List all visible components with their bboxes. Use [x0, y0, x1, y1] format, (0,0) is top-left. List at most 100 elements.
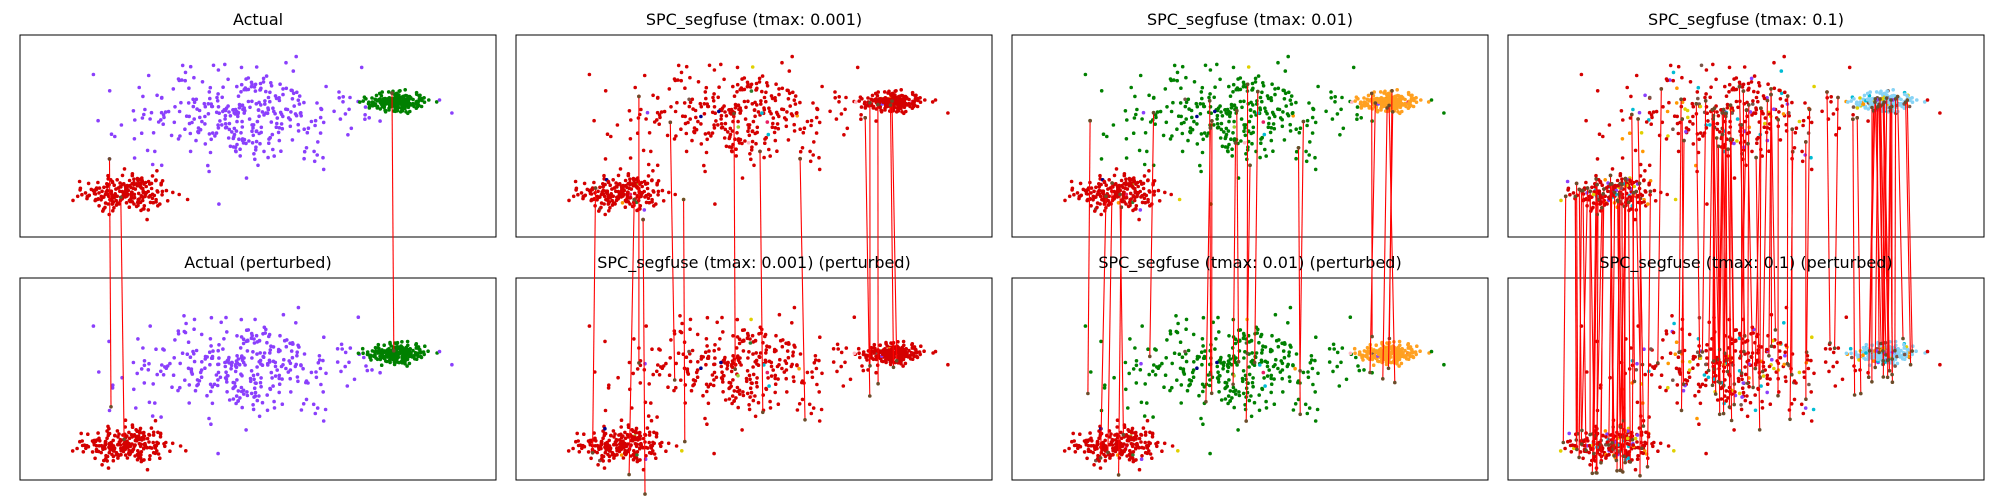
data-point — [627, 360, 632, 365]
data-point — [718, 337, 722, 341]
data-point — [776, 126, 781, 131]
data-point — [1241, 336, 1246, 341]
data-point — [1181, 368, 1186, 373]
data-point — [895, 106, 900, 111]
data-point — [1228, 399, 1232, 403]
data-point — [726, 130, 730, 134]
data-point — [1067, 446, 1071, 451]
data-point — [401, 347, 406, 352]
data-point — [236, 114, 240, 119]
data-point — [831, 360, 836, 364]
data-point — [1105, 134, 1109, 139]
data-point — [189, 368, 194, 373]
data-point — [188, 149, 193, 154]
data-point — [100, 195, 104, 200]
data-point — [680, 449, 684, 453]
data-point — [159, 369, 163, 374]
data-point — [1282, 97, 1287, 101]
data-point — [1137, 436, 1142, 441]
data-point — [1081, 187, 1086, 192]
data-point — [1603, 178, 1607, 182]
data-point — [1314, 335, 1318, 340]
data-point — [667, 373, 672, 378]
data-point — [190, 372, 195, 376]
data-point — [792, 305, 797, 310]
data-point — [740, 176, 745, 180]
data-point — [347, 107, 351, 112]
data-point — [203, 114, 207, 119]
data-point — [1134, 359, 1139, 363]
data-point — [141, 94, 145, 99]
data-point — [1327, 360, 1332, 364]
data-point — [146, 368, 151, 372]
data-point — [150, 174, 155, 178]
data-point — [148, 200, 153, 205]
data-point — [1337, 384, 1342, 388]
data-point — [668, 356, 672, 360]
data-point — [1161, 133, 1166, 138]
data-point — [370, 96, 374, 100]
data-point — [145, 217, 149, 222]
data-point — [1230, 396, 1234, 400]
data-point — [269, 84, 274, 88]
data-point — [190, 120, 194, 125]
data-point — [406, 103, 411, 108]
data-point — [356, 315, 361, 320]
data-point — [280, 126, 285, 131]
data-point — [117, 440, 122, 445]
data-point — [776, 402, 781, 407]
data-point — [132, 177, 136, 181]
data-point — [1272, 402, 1277, 407]
data-point — [1137, 217, 1141, 222]
data-point — [216, 378, 220, 382]
data-point — [910, 352, 915, 357]
data-point — [1220, 114, 1225, 118]
data-point — [122, 442, 126, 446]
data-point — [735, 317, 740, 322]
data-point — [1310, 131, 1315, 135]
data-point — [142, 207, 146, 211]
data-point — [730, 129, 735, 133]
data-point — [135, 200, 140, 205]
data-point — [1208, 378, 1212, 382]
data-point — [200, 119, 204, 124]
data-point — [1089, 191, 1093, 195]
data-point — [745, 391, 750, 396]
data-point — [738, 87, 742, 92]
data-point — [110, 452, 114, 457]
data-point — [234, 394, 239, 398]
data-point — [1240, 376, 1245, 381]
data-point — [773, 390, 777, 395]
data-point — [1258, 95, 1263, 100]
data-point — [722, 357, 727, 362]
data-point — [209, 389, 213, 394]
data-point — [696, 119, 700, 124]
data-point — [879, 110, 884, 114]
data-point — [1216, 106, 1221, 110]
data-point — [289, 110, 293, 114]
data-point — [1711, 62, 1715, 67]
data-point — [712, 123, 716, 127]
data-point — [134, 406, 138, 410]
data-point — [348, 95, 352, 100]
data-point — [717, 85, 721, 89]
data-point — [763, 141, 767, 145]
data-point — [97, 370, 101, 374]
data-point — [747, 373, 752, 378]
data-point — [1583, 197, 1588, 202]
data-point — [730, 149, 734, 154]
data-point — [792, 129, 797, 133]
data-point — [273, 360, 278, 365]
data-point — [126, 445, 130, 450]
data-point — [1132, 198, 1137, 203]
data-point — [208, 85, 213, 90]
data-point — [367, 116, 372, 120]
data-point — [170, 441, 175, 446]
data-point — [227, 127, 232, 132]
data-point — [792, 343, 796, 348]
data-point — [206, 163, 210, 168]
data-point — [192, 327, 196, 332]
data-point — [1401, 103, 1406, 107]
data-point — [716, 95, 720, 100]
data-point — [289, 349, 294, 353]
